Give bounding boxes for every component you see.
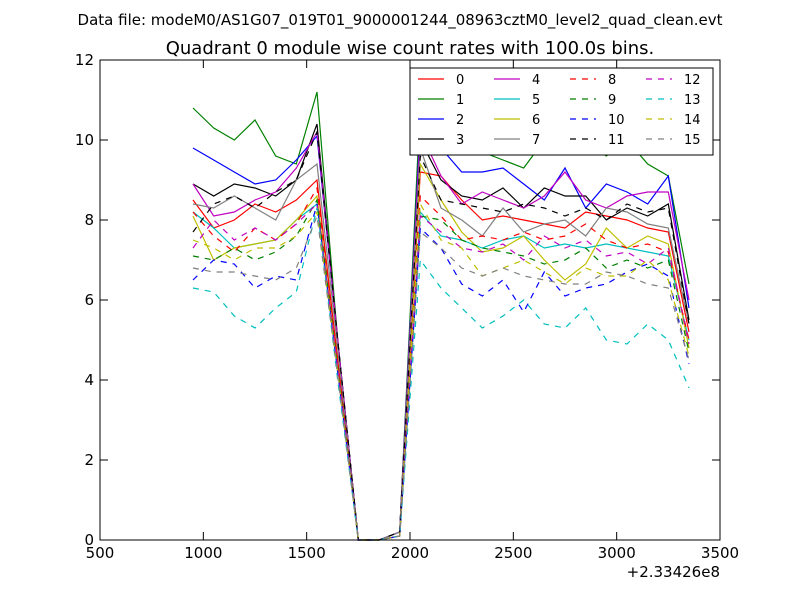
chart-suptitle: Data file: modeM0/AS1G07_019T01_90000012… — [78, 11, 723, 30]
legend-entry-8: 8 — [570, 73, 616, 88]
y-tick-label: 12 — [75, 51, 94, 69]
legend-entry-13: 13 — [646, 93, 701, 108]
series-line-11 — [192, 129, 690, 541]
legend-label: 8 — [608, 73, 616, 88]
y-tick-label: 4 — [84, 371, 94, 389]
legend-entry-14: 14 — [646, 113, 701, 128]
legend-entry-12: 12 — [646, 73, 701, 88]
series-line-9 — [192, 198, 690, 541]
legend-box — [409, 67, 714, 156]
legend-label: 13 — [684, 93, 701, 108]
x-axis: 500 1000 1500 2000 2500 3000 3500 — [86, 60, 739, 562]
x-tick-label: 2500 — [494, 544, 532, 562]
legend-entry-10: 10 — [570, 113, 625, 128]
series-line-12 — [192, 202, 690, 541]
series-line-3 — [192, 123, 690, 541]
x-tick-label: 1500 — [288, 544, 326, 562]
x-tick-label: 3500 — [701, 544, 739, 562]
x-tick-label: 1000 — [184, 544, 222, 562]
legend-label: 2 — [456, 113, 464, 128]
legend-entry-9: 9 — [570, 93, 616, 108]
legend-label: 15 — [684, 133, 701, 148]
legend-label: 6 — [532, 113, 540, 128]
legend-label: 11 — [608, 133, 625, 148]
y-tick-label: 10 — [75, 131, 94, 149]
legend-label: 10 — [608, 113, 625, 128]
legend-label: 14 — [684, 113, 701, 128]
legend-label: 12 — [684, 73, 701, 88]
y-tick-label: 2 — [84, 451, 94, 469]
x-tick-label: 500 — [86, 544, 115, 562]
y-tick-label: 6 — [84, 291, 94, 309]
series-line-14 — [192, 201, 690, 541]
legend-label: 7 — [532, 133, 540, 148]
series-line-15 — [192, 213, 690, 541]
chart-title: Quadrant 0 module wise count rates with … — [166, 38, 655, 59]
x-tick-label: 2000 — [391, 544, 429, 562]
legend-label: 5 — [532, 93, 540, 108]
legend-label: 0 — [456, 73, 464, 88]
series-line-13 — [192, 207, 690, 541]
legend-label: 1 — [456, 93, 464, 108]
legend-entry-3: 3 — [418, 133, 464, 148]
legend-entry-0: 0 — [418, 73, 464, 88]
legend-entry-5: 5 — [494, 93, 540, 108]
legend-entry-11: 11 — [570, 133, 625, 148]
x-tick-label: 3000 — [598, 544, 636, 562]
legend-label: 9 — [608, 93, 616, 108]
legend-entry-4: 4 — [494, 73, 540, 88]
legend-entry-7: 7 — [494, 133, 540, 148]
legend-entry-1: 1 — [418, 93, 464, 108]
legend-entry-15: 15 — [646, 133, 701, 148]
series-line-7 — [192, 147, 690, 541]
legend-label: 4 — [532, 73, 540, 88]
legend-entry-2: 2 — [418, 113, 464, 128]
x-axis-offset-label: +2.33426e8 — [627, 563, 720, 581]
y-tick-label: 8 — [84, 211, 94, 229]
y-tick-label: 0 — [84, 531, 94, 549]
legend-label: 3 — [456, 133, 464, 148]
legend-entry-6: 6 — [494, 113, 540, 128]
